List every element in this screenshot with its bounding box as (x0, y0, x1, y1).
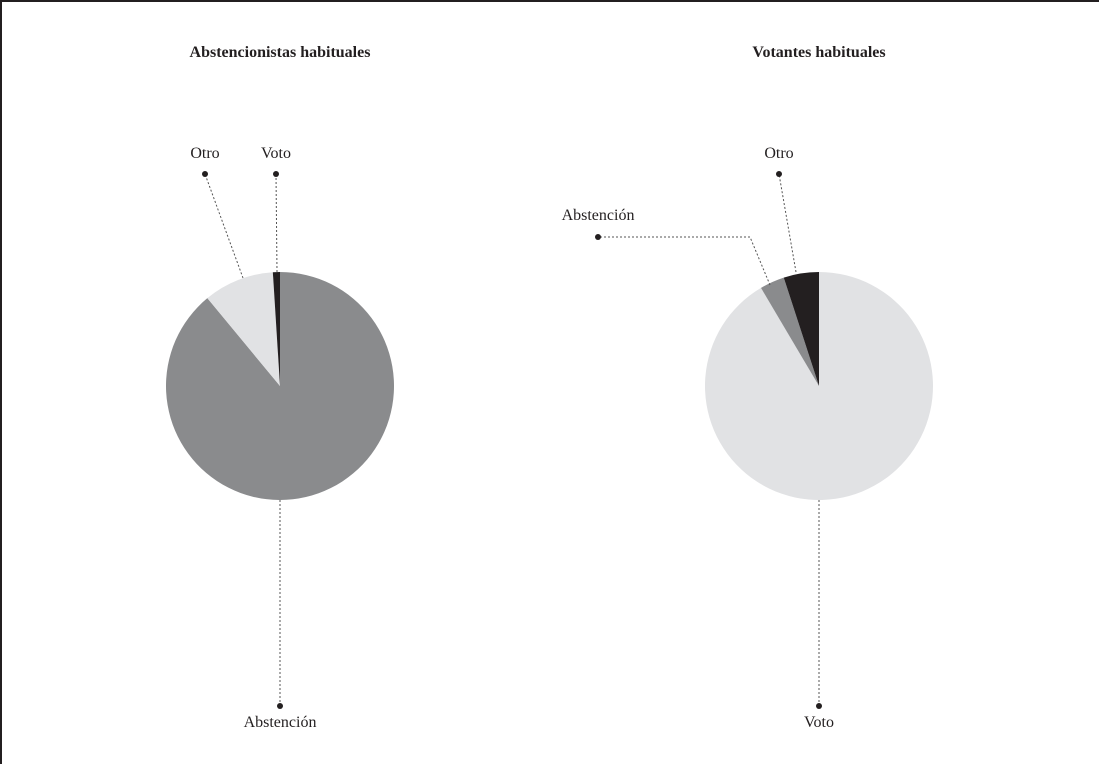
leader-line (204, 173, 244, 279)
leader-dot (273, 171, 279, 177)
pie-slice (166, 272, 395, 500)
chart-title: Abstencionistas habituales (190, 44, 371, 61)
pie-slice (783, 272, 819, 386)
leader-line (598, 236, 771, 286)
slice-label: Voto (261, 145, 291, 162)
leader-dot (277, 703, 283, 709)
slice-label: Otro (190, 145, 219, 162)
leader-line (778, 173, 797, 273)
pie-slice (272, 272, 280, 386)
leader-line (275, 173, 278, 273)
slice-label: Otro (764, 145, 793, 162)
leader-dot (202, 171, 208, 177)
slice-label: Abstención (562, 207, 635, 224)
leader-dot (816, 703, 822, 709)
leader-dot (776, 171, 782, 177)
leader-dot (595, 234, 601, 240)
pie-slice (207, 272, 280, 386)
chart-title: Votantes habituales (752, 44, 885, 61)
slice-label: Abstención (244, 714, 317, 731)
slice-label: Voto (804, 714, 834, 731)
pie-slice (760, 277, 819, 386)
